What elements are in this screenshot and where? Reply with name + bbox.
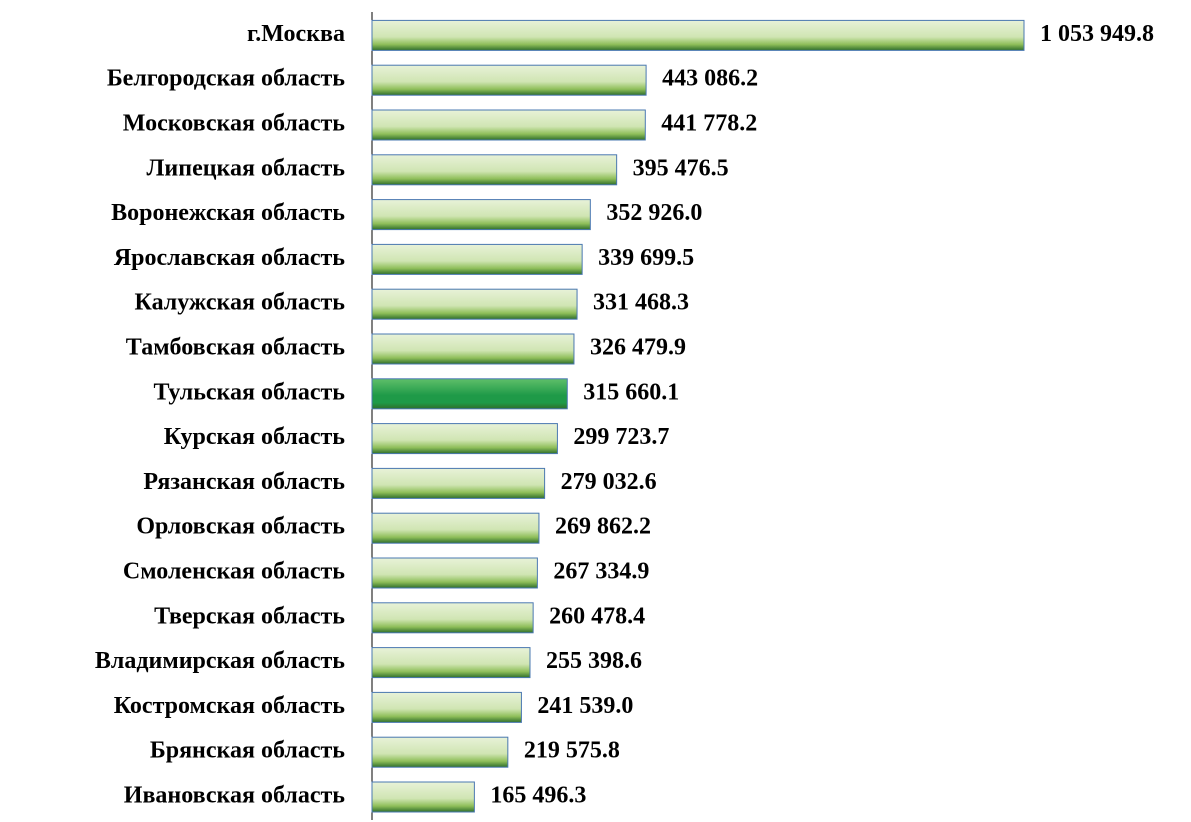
category-label: Липецкая область [147, 155, 346, 181]
category-label: Тульская область [154, 379, 346, 405]
value-label: 269 862.2 [555, 514, 651, 540]
value-label: 326 479.9 [590, 335, 686, 361]
value-label: 315 660.1 [583, 379, 679, 405]
category-label: Ивановская область [124, 783, 346, 809]
category-label: Калужская область [134, 290, 345, 316]
category-label: Курская область [164, 424, 346, 450]
category-label: Воронежская область [111, 200, 345, 226]
bar [371, 288, 578, 320]
value-label: 441 778.2 [661, 111, 757, 137]
category-label: Белгородская область [107, 66, 345, 92]
category-label: Брянская область [150, 738, 345, 764]
value-label: 219 575.8 [524, 738, 620, 764]
bar [371, 64, 647, 96]
category-label: г.Москва [247, 21, 345, 47]
bar [371, 736, 509, 768]
value-label: 443 086.2 [662, 66, 758, 92]
bar [371, 109, 646, 141]
bar [371, 557, 538, 589]
bar [371, 333, 575, 365]
value-label: 241 539.0 [537, 693, 633, 719]
value-label: 339 699.5 [598, 245, 694, 271]
category-label: Тверская область [154, 603, 345, 629]
bar [371, 199, 591, 231]
category-label: Смоленская область [123, 559, 345, 585]
value-label: 279 032.6 [561, 469, 657, 495]
value-label: 255 398.6 [546, 648, 642, 674]
value-label: 352 926.0 [606, 200, 702, 226]
bar [371, 467, 546, 499]
value-label: 267 334.9 [553, 559, 649, 585]
value-label: 260 478.4 [549, 603, 645, 629]
category-label: Рязанская область [143, 469, 345, 495]
category-label: Орловская область [136, 514, 345, 540]
category-label: Костромская область [114, 693, 346, 719]
category-label: Тамбовская область [126, 335, 346, 361]
category-label: Владимирская область [95, 648, 345, 674]
bar [371, 243, 583, 275]
bar [371, 691, 522, 723]
bar [371, 781, 475, 813]
value-label: 299 723.7 [573, 424, 669, 450]
bar [371, 19, 1025, 51]
value-label: 331 468.3 [593, 290, 689, 316]
bar [371, 423, 558, 455]
bar [371, 602, 534, 634]
bar [371, 647, 531, 679]
bar [371, 154, 618, 186]
bar [371, 378, 568, 410]
value-label: 1 053 949.8 [1040, 21, 1154, 47]
value-label: 165 496.3 [490, 783, 586, 809]
bar [371, 512, 540, 544]
category-label: Ярославская область [114, 245, 345, 271]
category-label: Московская область [123, 111, 346, 137]
value-label: 395 476.5 [633, 155, 729, 181]
